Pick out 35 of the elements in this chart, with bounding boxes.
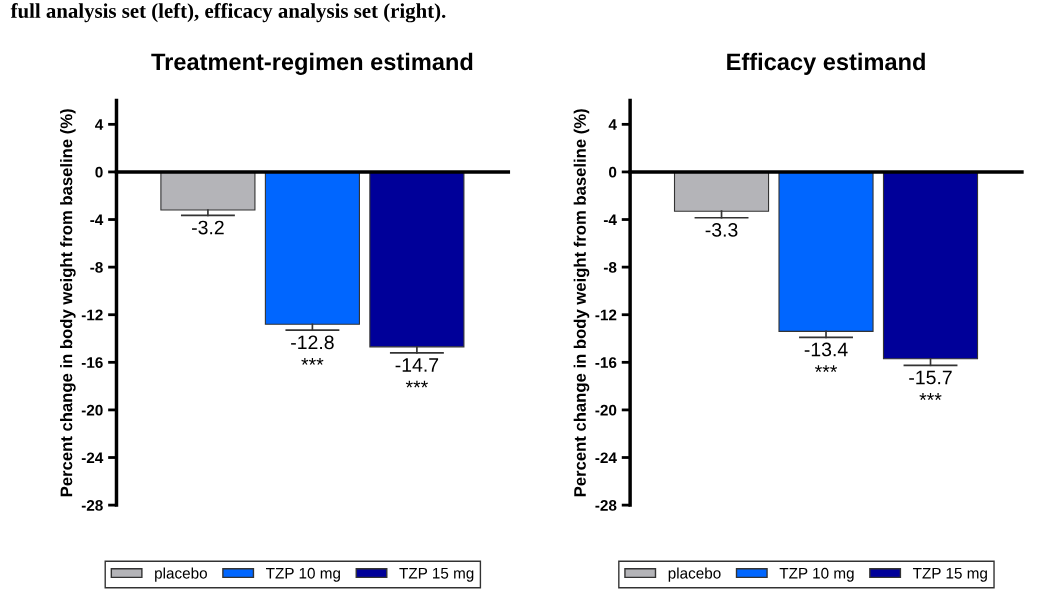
y-tick-label: 0 [95,166,103,178]
y-tick-label: -16 [81,357,103,369]
y-tick-label: -8 [90,261,103,273]
legend-label: TZP 15 mg [912,567,987,582]
y-tick-label: 4 [608,119,617,130]
y-tick-label: -28 [595,499,617,511]
y-tick-label: -12 [81,309,103,321]
legend-label: placebo [155,567,207,582]
data-label: -3.3 [705,223,738,237]
data-label: -3.2 [192,220,224,235]
chart-title: Treatment-regimen estimand [151,52,473,75]
y-tick-label: -12 [595,309,617,321]
data-label: -15.7 *** [909,370,952,400]
y-tick-label: -24 [595,452,617,464]
y-tick-label: -4 [90,214,104,226]
y-tick-label: -16 [595,357,617,369]
y-tick-label: 0 [609,166,617,178]
y-tick-label: -28 [81,499,103,511]
chart-title: Efficacy estimand [727,52,925,75]
y-tick-label: -24 [81,452,104,464]
y-tick-label: -20 [595,404,617,416]
y-axis-title: Percent change in body weight from baseline (%) [573,109,590,497]
data-label: -13.4 *** [804,342,848,372]
legend-label: placebo [668,567,721,582]
legend-label: TZP 10 mg [266,567,340,582]
y-tick-label: -8 [603,261,617,273]
data-label: -14.7 *** [395,358,439,388]
y-axis-title: Percent change in body weight from baseline (%) [60,109,76,497]
legend-label: TZP 10 mg [779,567,854,582]
legend-label: TZP 15 mg [399,567,474,582]
y-tick-label: -20 [81,404,103,416]
y-tick-label: -4 [603,214,617,226]
y-tick-label: 4 [95,119,104,130]
text: full analysis set (left), efficacy analysis set (right). [10,3,446,23]
data-label: -12.8 *** [291,335,334,365]
